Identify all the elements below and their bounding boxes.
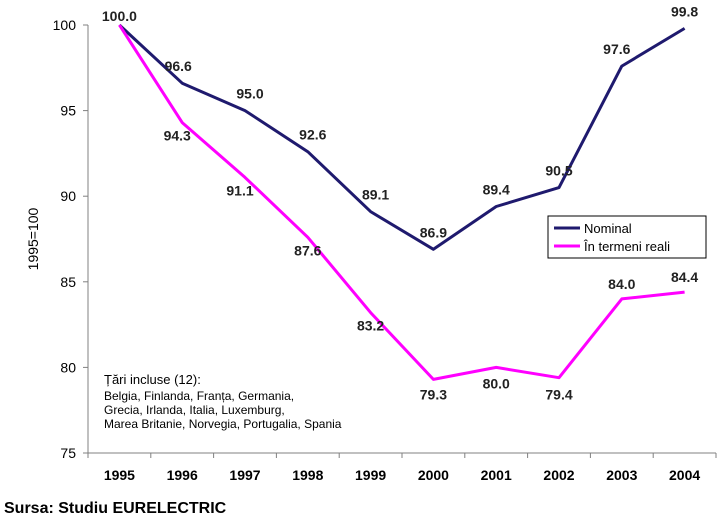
source-caption: Sursa: Studiu EURELECTRIC [4,500,227,517]
data-label: 84.0 [608,276,635,292]
data-label: 87.6 [294,242,321,258]
data-label: 90.5 [545,163,572,179]
y-tick-label: 85 [60,274,76,290]
note-line: Grecia, Irlanda, Italia, Luxemburg, [104,403,285,417]
data-label: 84.4 [671,269,698,285]
data-label: 97.6 [603,41,630,57]
data-label: 86.9 [420,224,447,240]
data-label: 91.1 [226,182,253,198]
data-label: 99.8 [671,3,698,19]
x-tick-label: 1999 [355,467,386,483]
data-label: 89.4 [483,181,510,197]
x-tick-label: 1996 [167,467,198,483]
x-tick-label: 1997 [229,467,260,483]
data-label: 100.0 [102,8,137,24]
data-label: 92.6 [299,127,326,143]
data-label: 95.0 [236,86,263,102]
x-tick-label: 2002 [543,467,574,483]
data-label: 89.1 [362,187,389,203]
y-tick-label: 80 [60,359,76,375]
note-title: Țări incluse (12): [104,372,201,387]
data-label: 96.6 [165,58,192,74]
x-tick-label: 2000 [418,467,449,483]
x-tick-label: 2001 [481,467,512,483]
x-tick-label: 1998 [292,467,323,483]
series-line-nominal [118,23,686,251]
note-line: Belgia, Finlanda, Franța, Germania, [104,389,294,403]
x-tick-label: 2004 [669,467,700,483]
y-tick-label: 100 [53,17,77,33]
legend-box [547,215,707,259]
legend-label: Nominal [584,221,632,236]
y-axis-title: 1995=100 [25,207,41,270]
y-tick-label: 90 [60,188,76,204]
x-tick-label: 1995 [104,467,135,483]
x-tick-label: 2003 [606,467,637,483]
data-label: 80.0 [483,375,510,391]
y-tick-label: 95 [60,103,76,119]
series-line-real [118,24,685,381]
note-line: Marea Britanie, Norvegia, Portugalia, Sp… [104,417,342,431]
y-tick-label: 75 [60,445,76,461]
data-label: 79.4 [545,387,572,403]
data-label: 94.3 [164,128,191,144]
legend-label: În termeni reali [583,239,670,254]
data-label: 83.2 [357,318,384,334]
data-label: 79.3 [420,386,447,402]
